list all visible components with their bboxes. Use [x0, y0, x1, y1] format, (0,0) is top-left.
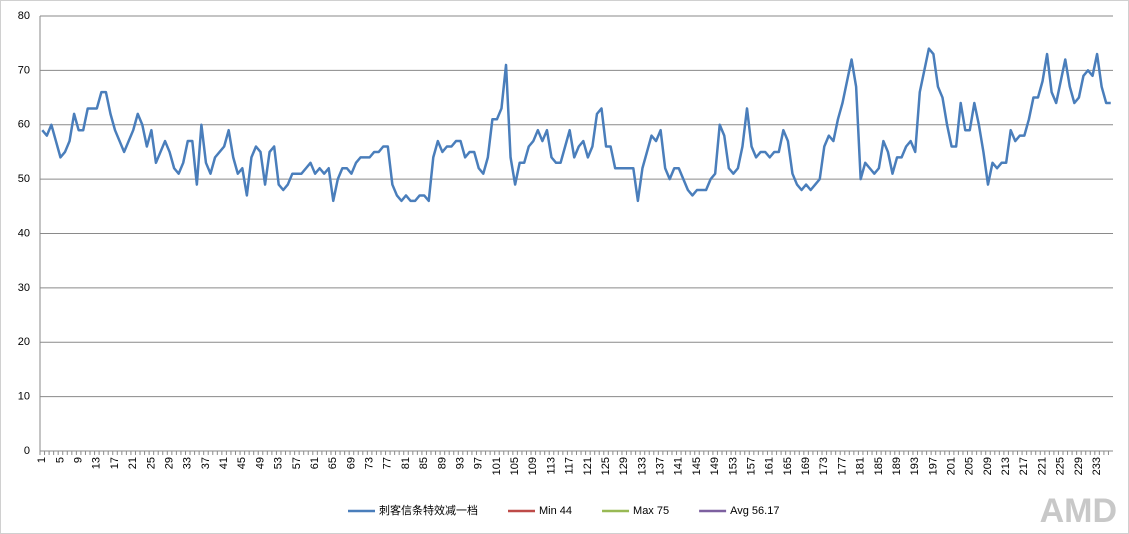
x-tick-label: 81: [400, 457, 412, 469]
x-tick-label: 149: [709, 457, 721, 475]
data-line: [41, 47, 1111, 203]
x-tick-label: 221: [1036, 457, 1048, 475]
x-tick-label: 117: [564, 457, 576, 475]
y-tick-label: 20: [18, 336, 30, 348]
y-tick-label: 80: [18, 10, 30, 22]
x-tick-label: 137: [655, 457, 667, 475]
x-tick-label: 17: [109, 457, 121, 469]
x-tick-label: 189: [891, 457, 903, 475]
x-tick-label: 141: [673, 457, 685, 475]
x-tick-label: 145: [691, 457, 703, 475]
x-tick-label: 77: [382, 457, 394, 469]
x-tick-label: 13: [91, 457, 103, 469]
x-tick-label: 65: [327, 457, 339, 469]
x-tick-label: 25: [145, 457, 157, 469]
legend-label: 刺客信条特效减一档: [379, 503, 478, 517]
y-tick-label: 30: [18, 282, 30, 294]
x-tick-label: 37: [200, 457, 212, 469]
x-tick-label: 153: [727, 457, 739, 475]
x-tick-label: 233: [1091, 457, 1103, 475]
x-tick-label: 21: [127, 457, 139, 469]
x-tick-label: 93: [454, 457, 466, 469]
x-tick-label: 185: [873, 457, 885, 475]
x-tick-label: 125: [600, 457, 612, 475]
x-tick-label: 101: [491, 457, 503, 475]
x-tick-label: 205: [964, 457, 976, 475]
x-tick-label: 161: [764, 457, 776, 475]
x-tick-label: 1: [36, 457, 48, 463]
x-tick-label: 69: [345, 457, 357, 469]
x-tick-label: 113: [545, 457, 557, 475]
x-tick-label: 225: [1055, 457, 1067, 475]
x-tick-label: 229: [1073, 457, 1085, 475]
x-tick-label: 121: [582, 457, 594, 475]
x-tick-label: 73: [364, 457, 376, 469]
x-tick-label: 85: [418, 457, 430, 469]
x-tick-label: 61: [309, 457, 321, 469]
x-tick-label: 209: [982, 457, 994, 475]
x-tick-label: 169: [800, 457, 812, 475]
x-tick-label: 49: [254, 457, 266, 469]
x-tick-label: 177: [836, 457, 848, 475]
x-tick-label: 165: [782, 457, 794, 475]
y-tick-label: 50: [18, 173, 30, 185]
legend-label: Avg 56.17: [730, 505, 779, 517]
y-tick-label: 10: [18, 391, 30, 403]
y-tick-label: 60: [18, 119, 30, 131]
x-tick-label: 213: [1000, 457, 1012, 475]
x-tick-label: 193: [909, 457, 921, 475]
x-tick-label: 97: [473, 457, 485, 469]
x-tick-label: 5: [54, 457, 66, 463]
x-tick-label: 109: [527, 457, 539, 475]
x-tick-label: 57: [291, 457, 303, 469]
x-tick-label: 201: [946, 457, 958, 475]
x-tick-label: 173: [818, 457, 830, 475]
x-tick-label: 9: [73, 457, 85, 463]
x-tick-label: 41: [218, 457, 230, 469]
x-tick-label: 157: [745, 457, 757, 475]
legend-label: Min 44: [539, 505, 572, 517]
y-tick-label: 40: [18, 227, 30, 239]
y-tick-label: 70: [18, 64, 30, 76]
y-tick-label: 0: [24, 445, 30, 457]
x-tick-label: 89: [436, 457, 448, 469]
legend-label: Max 75: [633, 505, 669, 517]
x-tick-label: 53: [273, 457, 285, 469]
x-tick-label: 197: [927, 457, 939, 475]
watermark: AMD: [1040, 492, 1117, 530]
x-tick-label: 105: [509, 457, 521, 475]
x-tick-label: 181: [855, 457, 867, 475]
x-tick-label: 133: [636, 457, 648, 475]
x-tick-label: 129: [618, 457, 630, 475]
x-tick-label: 45: [236, 457, 248, 469]
x-tick-label: 29: [163, 457, 175, 469]
x-tick-label: 33: [182, 457, 194, 469]
x-tick-label: 217: [1018, 457, 1030, 475]
